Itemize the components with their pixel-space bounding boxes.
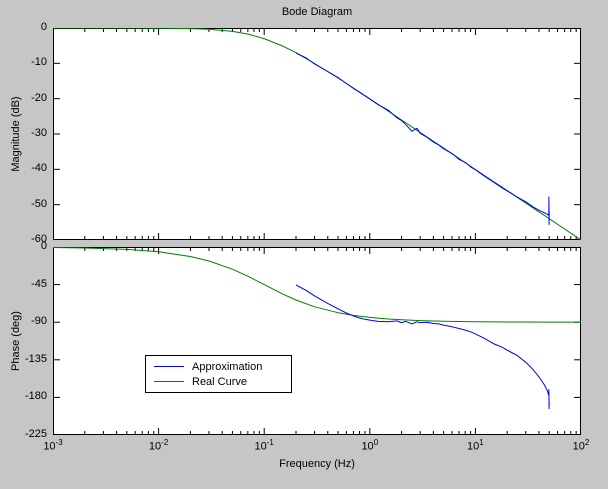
legend-line-sample <box>154 381 184 382</box>
y-tick-label: -90 <box>31 315 47 328</box>
legend-label: Real Curve <box>192 375 248 388</box>
x-tick-label: 100 <box>361 438 379 453</box>
y-tick-label: -40 <box>31 162 47 175</box>
phase-plot-svg <box>53 247 581 435</box>
phase-axis-label: Phase (deg) <box>10 311 22 371</box>
y-tick-label: 0 <box>40 21 47 33</box>
y-tick-label: 0 <box>40 240 47 252</box>
legend-line-sample <box>154 366 184 367</box>
y-tick-label: -180 <box>24 390 47 403</box>
legend-entry: Real Curve <box>146 374 291 389</box>
y-tick-label: -30 <box>31 127 47 139</box>
frequency-axis-label: Frequency (Hz) <box>279 458 355 470</box>
phase-plot: 10-3 10-2 10-1 100 101 102 0 -45 -90 -135 -180 -225 <box>25 240 589 453</box>
x-tick-label: 10-3 <box>43 438 63 453</box>
y-tick-label: -60 <box>31 233 47 245</box>
y-tick-label: -50 <box>31 197 47 210</box>
y-tick-label: -10 <box>31 56 47 69</box>
x-tick-label: 10-2 <box>148 438 169 453</box>
legend-label: Approximation <box>192 360 263 373</box>
x-tick-label: 102 <box>572 438 590 453</box>
axes-box <box>53 247 581 435</box>
figure-title: Bode Diagram <box>281 6 353 18</box>
magnitude-plot-svg <box>53 28 581 240</box>
legend-box: Approximation Real Curve <box>145 355 292 393</box>
series-approximation <box>295 284 550 410</box>
y-tick-label: -20 <box>31 91 47 104</box>
y-tick-label: -225 <box>24 428 47 440</box>
x-tick-label: 101 <box>467 438 484 453</box>
series-approximation <box>295 52 550 225</box>
y-tick-label: -135 <box>24 352 47 365</box>
axes-box <box>53 28 581 240</box>
x-tick-label: 10-1 <box>254 438 274 453</box>
legend-entry: Approximation <box>146 359 291 374</box>
y-tick-label: -45 <box>31 277 47 290</box>
magnitude-plot: 0 -10 -20 -30 -40 -50 -60 <box>31 21 581 245</box>
